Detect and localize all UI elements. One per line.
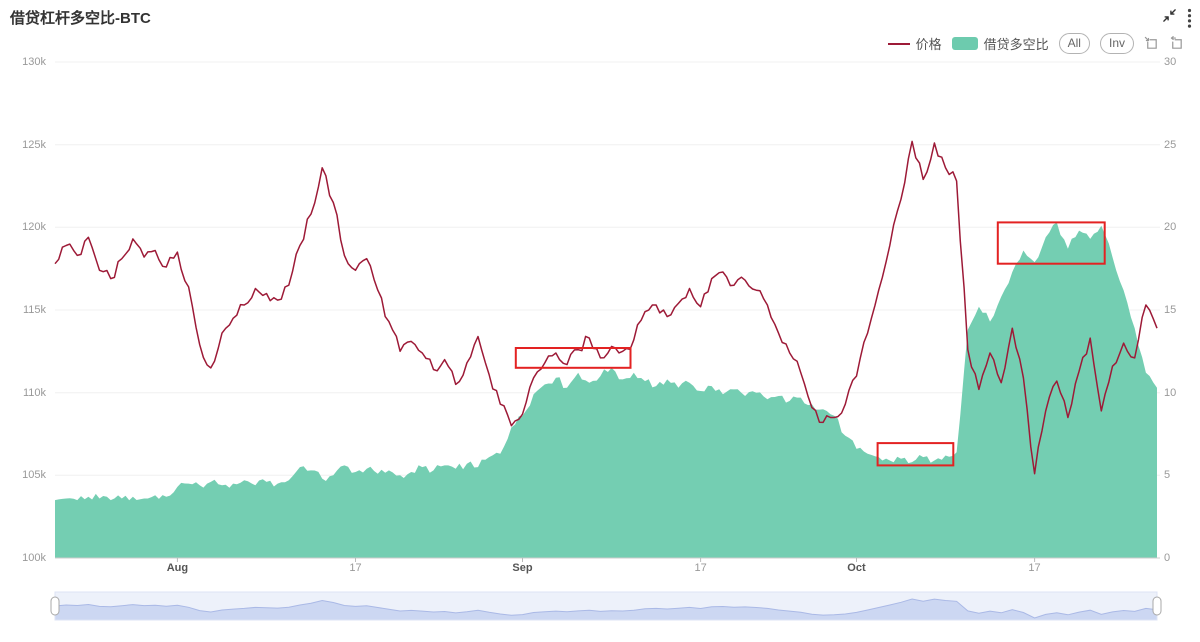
legend: 价格 借贷多空比 All Inv [887, 33, 1184, 54]
zoom-select-icon[interactable] [1144, 36, 1159, 51]
y-left-tick: 125k [22, 138, 46, 151]
legend-item-price[interactable]: 价格 [887, 34, 942, 53]
navigator-handle-right[interactable] [1152, 596, 1162, 616]
x-tick: Sep [512, 562, 533, 574]
x-tick: Aug [166, 562, 189, 574]
annotation-box-3 [996, 221, 1106, 265]
zoom-reset-icon[interactable] [1169, 36, 1184, 51]
x-tick: 17 [694, 562, 707, 574]
x-tick: Oct [847, 562, 866, 574]
x-tick: 17 [349, 562, 362, 574]
navigator-minimap-area [55, 599, 1157, 620]
y-left-tick: 110k [22, 386, 46, 399]
page-title: 借贷杠杆多空比-BTC [10, 10, 151, 27]
more-menu-icon[interactable] [1187, 8, 1192, 29]
y-left-tick: 105k [22, 469, 46, 482]
price-line[interactable] [54, 140, 1158, 475]
ratio-area-swatch [951, 37, 978, 50]
price-line-swatch [887, 42, 910, 45]
inv-button[interactable]: Inv [1099, 33, 1134, 54]
y-left-tick: 130k [22, 56, 46, 68]
y-left-tick: 120k [22, 221, 46, 234]
annotation-box-2 [876, 442, 955, 467]
y-left-tick: 115k [22, 304, 46, 316]
y-right-tick: 30 [1164, 56, 1177, 68]
legend-ratio-label: 借贷多空比 [983, 37, 1049, 52]
header-icons [1162, 8, 1192, 29]
y-right-tick: 10 [1164, 386, 1177, 399]
y-right-tick: 25 [1164, 138, 1177, 151]
x-tick: 17 [1028, 562, 1041, 574]
ratio-area[interactable] [55, 222, 1157, 558]
y-right-tick: 15 [1164, 304, 1177, 316]
y-left-tick: 100k [22, 552, 46, 564]
navigator-handle-left[interactable] [50, 596, 60, 616]
y-right-tick: 20 [1164, 221, 1177, 234]
navigator-minimap-line [54, 598, 1158, 619]
y-right-tick: 5 [1164, 469, 1171, 482]
annotation-box-1 [514, 347, 632, 369]
legend-item-ratio[interactable]: 借贷多空比 [951, 34, 1049, 53]
all-button[interactable]: All [1058, 33, 1090, 54]
y-right-tick: 0 [1164, 552, 1171, 564]
legend-price-label: 价格 [915, 37, 942, 52]
collapse-icon[interactable] [1162, 8, 1177, 23]
